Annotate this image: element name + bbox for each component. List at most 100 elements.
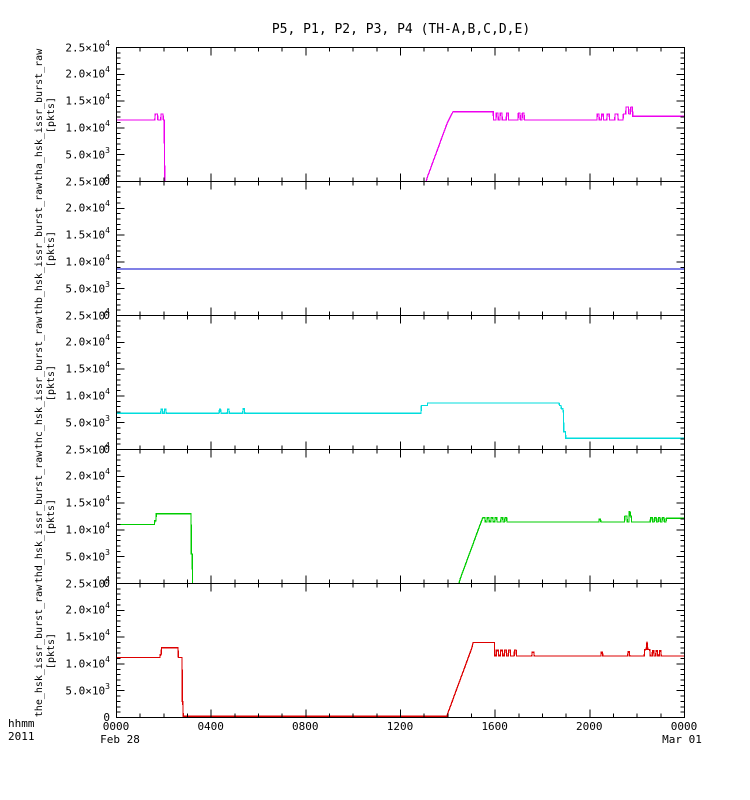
exponent: 4 — [105, 172, 110, 182]
y-tick-label: 2.0×104 — [65, 601, 110, 617]
exponent: 4 — [105, 306, 110, 316]
panel-plot-area — [116, 181, 685, 316]
y-tick-label: 1.5×104 — [65, 226, 110, 242]
x-tick-label: 0800 — [292, 720, 319, 733]
y-tick-label: 2.0×104 — [65, 65, 110, 81]
y-tick-label: 2.5×104 — [65, 306, 110, 323]
exponent: 3 — [105, 279, 110, 289]
y-tick-label: 0 — [103, 442, 110, 456]
y-tick-label: 1.0×104 — [65, 654, 110, 671]
y-axis-title-text: tha_hsk_issr_burst_raw — [34, 48, 45, 181]
y-tick-label: 2.5×104 — [65, 440, 110, 457]
y-tick-label: 1.0×104 — [65, 520, 110, 537]
x-axis-labels: 0000 0400 0800 1200 1600 2000 0000 Feb 2… — [100, 720, 702, 746]
data-trace — [116, 402, 685, 439]
exponent: 4 — [105, 440, 110, 450]
exponent: 4 — [105, 333, 110, 343]
y-tick-label: 0 — [103, 710, 110, 724]
x-date-end: Mar 01 — [662, 733, 702, 746]
y-axis-units: [pkts] — [46, 230, 57, 267]
y-axis-title-text: thb_hsk_issr_burst_raw — [34, 182, 45, 315]
y-tick-labels: 2.5×104 2.0×104 1.5×104 1.0×104 5.0×103 0 — [0, 38, 112, 187]
y-tick-label: 1.5×104 — [65, 494, 110, 510]
plot-title: P5, P1, P2, P3, P4 (TH-A,B,C,D,E) — [271, 22, 531, 37]
y-tick-labels: 2.5×104 2.0×104 1.5×104 1.0×104 5.0×103 0 — [0, 440, 112, 589]
exponent: 4 — [105, 199, 110, 209]
panel-frame — [116, 583, 685, 718]
y-axis-title: thb_hsk_issr_burst_raw [pkts] — [34, 182, 58, 314]
y-axis-units: [pkts] — [46, 498, 57, 535]
panel-plot-area — [116, 449, 685, 584]
exponent: 4 — [105, 628, 110, 638]
y-tick-label: 1.0×104 — [65, 386, 110, 403]
exponent: 4 — [105, 226, 110, 236]
panel-plot-area — [116, 583, 685, 718]
panel-frame — [116, 315, 685, 450]
y-axis-units: [pkts] — [46, 96, 57, 133]
exponent: 3 — [105, 413, 110, 423]
x-tick-label: 0000 — [102, 720, 130, 733]
time-units-label: hhmm — [8, 717, 35, 730]
panel-plot-area — [116, 315, 685, 450]
time-axis-units: hhmm 2011 — [8, 717, 35, 743]
y-tick-label: 1.0×104 — [65, 118, 110, 135]
exponent: 4 — [105, 65, 110, 75]
y-axis-title: tha_hsk_issr_burst_raw [pkts] — [34, 48, 58, 180]
y-axis-title: the_hsk_issr_burst_raw [pkts] — [34, 584, 58, 716]
exponent: 4 — [105, 654, 110, 664]
y-tick-label: 5.0×103 — [65, 145, 110, 162]
y-tick-label: 1.5×104 — [65, 360, 110, 376]
x-tick-label: 2000 — [576, 720, 603, 733]
panel-frame — [116, 449, 685, 584]
y-axis-title-text: thd_hsk_issr_burst_raw — [34, 450, 45, 583]
exponent: 4 — [105, 467, 110, 477]
exponent: 4 — [105, 494, 110, 504]
y-tick-labels: 2.5×104 2.0×104 1.5×104 1.0×104 5.0×103 0 — [0, 172, 112, 321]
data-trace — [116, 641, 685, 717]
y-tick-label: 0 — [103, 576, 110, 590]
y-tick-label: 0 — [103, 174, 110, 188]
exponent: 4 — [105, 118, 110, 128]
y-tick-label: 2.5×104 — [65, 172, 110, 189]
y-axis-title-text: thc_hsk_issr_burst_raw — [34, 316, 45, 449]
y-tick-label: 5.0×103 — [65, 279, 110, 296]
x-tick-label: 1200 — [386, 720, 414, 733]
exponent: 4 — [105, 252, 110, 262]
x-tick-label: 1600 — [481, 720, 508, 733]
exponent: 4 — [105, 520, 110, 530]
exponent: 4 — [105, 386, 110, 396]
y-tick-label: 0 — [103, 308, 110, 322]
y-tick-label: 1.5×104 — [65, 628, 110, 644]
data-trace — [116, 511, 685, 584]
y-tick-label: 2.5×104 — [65, 574, 110, 591]
x-date-start: Feb 28 — [100, 733, 140, 746]
exponent: 4 — [105, 38, 110, 48]
y-axis-units: [pkts] — [46, 632, 57, 669]
exponent: 4 — [105, 601, 110, 611]
exponent: 4 — [105, 574, 110, 584]
y-tick-label: 1.5×104 — [65, 92, 110, 108]
y-axis-title: thd_hsk_issr_burst_raw [pkts] — [34, 450, 58, 582]
x-tick-label: 0000 — [670, 720, 698, 733]
y-tick-label: 2.0×104 — [65, 467, 110, 483]
y-axis-units: [pkts] — [46, 364, 57, 401]
y-tick-labels: 2.5×104 2.0×104 1.5×104 1.0×104 5.0×103 0 — [0, 574, 112, 723]
y-tick-label: 1.0×104 — [65, 252, 110, 269]
y-tick-label: 5.0×103 — [65, 547, 110, 564]
panel-plot-area — [116, 47, 685, 182]
y-tick-labels: 2.5×104 2.0×104 1.5×104 1.0×104 5.0×103 0 — [0, 306, 112, 455]
panel-frame — [116, 181, 685, 316]
exponent: 3 — [105, 681, 110, 691]
data-trace — [116, 106, 685, 182]
y-axis-title-text: the_hsk_issr_burst_raw — [34, 584, 45, 717]
x-tick-label: 0400 — [197, 720, 224, 733]
y-axis-title: thc_hsk_issr_burst_raw [pkts] — [34, 316, 58, 448]
exponent: 3 — [105, 547, 110, 557]
year-label: 2011 — [8, 730, 35, 743]
y-tick-label: 5.0×103 — [65, 413, 110, 430]
y-tick-label: 5.0×103 — [65, 681, 110, 698]
exponent: 4 — [105, 360, 110, 370]
exponent: 3 — [105, 145, 110, 155]
y-tick-label: 2.5×104 — [65, 38, 110, 55]
